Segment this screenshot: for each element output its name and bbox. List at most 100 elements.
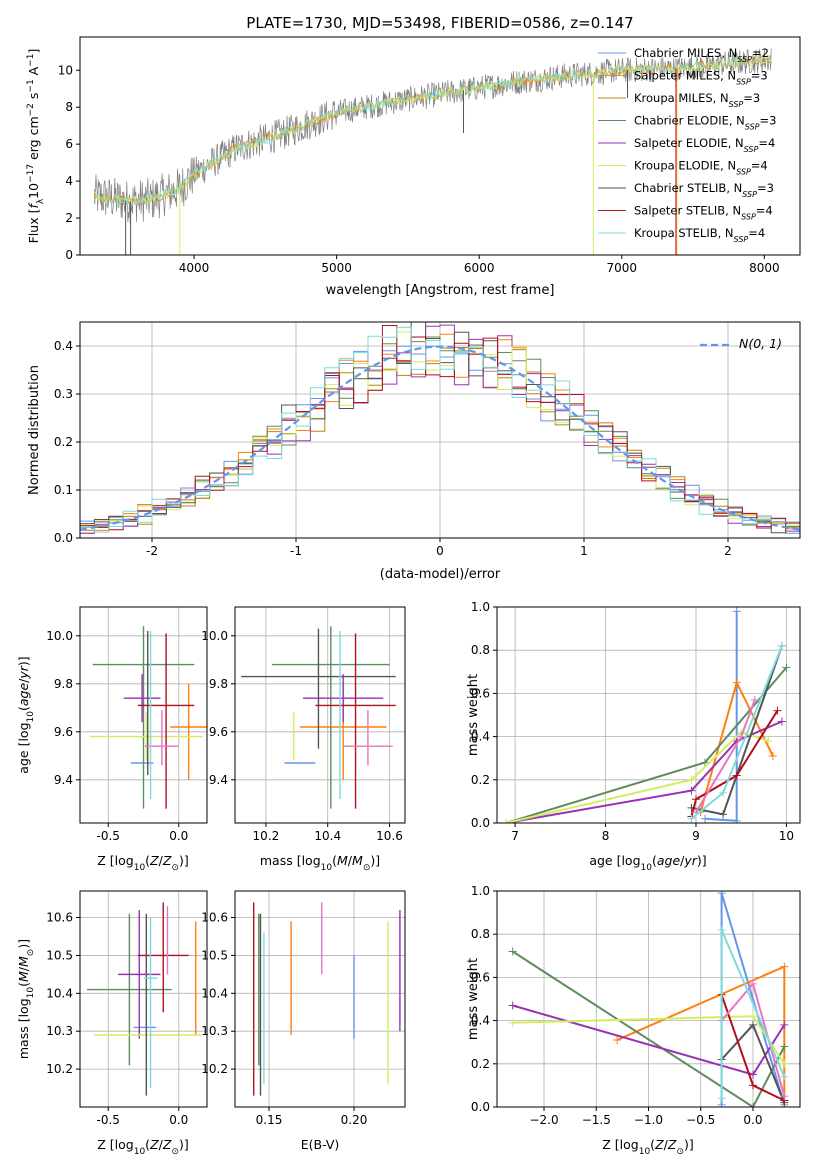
label-part: 10 (321, 863, 333, 873)
x-tick-label: 0.15 (256, 1113, 283, 1127)
label-part: ⊙ (171, 863, 179, 873)
label-part: )] (16, 939, 31, 949)
label-part: Z (149, 853, 159, 868)
legend-text: Kroupa ELODIE, N (634, 159, 736, 173)
weight-series-line (505, 720, 783, 823)
label-part: 10 (134, 1147, 146, 1157)
x-tick-label: 10.2 (253, 829, 280, 843)
legend-label: Kroupa ELODIE, NSSP=4 (634, 159, 768, 177)
y-axis-label: Flux [fλ10−17 erg cm−2 s−1 A−1] (26, 49, 46, 244)
legend-tail: =2 (752, 46, 769, 60)
label-part: ( (16, 706, 31, 711)
label-part: −1 (26, 53, 36, 66)
model-line (94, 54, 772, 206)
x-tick-label: -0.5 (97, 1113, 120, 1127)
x-axis-label: mass [log10(M/M⊙)] (260, 853, 380, 873)
label-part: Z (162, 1137, 172, 1152)
legend-sub: SSP (745, 122, 760, 131)
label-part: yr (16, 665, 31, 679)
label-part: / (16, 966, 31, 971)
plot-area (502, 607, 791, 823)
legend-label: Chabrier MILES, NSSP=2 (634, 46, 769, 64)
panel-spectrum: 4000 5000 6000 7000 8000 0 2 4 6 8 10 wavelength [A… (26, 36, 801, 298)
label-part: 10 (639, 1147, 651, 1157)
plot-area (80, 322, 800, 538)
legend-sub: SSP (744, 145, 759, 154)
x-tick-label: 7000 (607, 261, 638, 275)
label-part: ( (16, 982, 31, 987)
label-part: )] (370, 853, 380, 868)
label-part: / (680, 853, 685, 868)
y-tick-label: 0.4 (471, 730, 490, 744)
label-part: f (26, 203, 41, 209)
y-tick-label: 0.6 (471, 686, 490, 700)
legend-text: Chabrier ELODIE, N (634, 114, 745, 128)
label-part: 10 (26, 711, 36, 723)
legend-label: Salpeter MILES, NSSP=3 (634, 69, 768, 87)
x-axis-label: (data-model)/error (380, 567, 501, 582)
y-tick-label: 4 (65, 174, 73, 188)
label-part: M (16, 956, 31, 967)
y-tick-label: 10.3 (46, 1024, 73, 1038)
label-part: ] (26, 49, 41, 54)
axes-frame (234, 890, 406, 1108)
label-part: )] (179, 1137, 189, 1152)
y-tick-label: 1.0 (471, 884, 490, 898)
legend-tail: =3 (757, 181, 774, 195)
label-part: age [log (16, 722, 31, 773)
axes-frame (234, 606, 406, 824)
x-tick-label: 0.20 (341, 1113, 368, 1127)
label-part: age (657, 853, 681, 868)
panel-mass-weight-vs-age: 7 8 9 10 0.0 0.2 0.4 0.6 0.8 1.0 mass weight age [l… (466, 600, 801, 873)
y-tick-label: 10.2 (46, 1062, 73, 1076)
legend-label: N(0, 1) (739, 336, 782, 351)
label-part: ⊙ (26, 949, 36, 957)
label-part: / (348, 853, 353, 868)
y-tick-label: 0.8 (471, 927, 490, 941)
plot-area (508, 891, 789, 1107)
y-tick-label: 0.4 (54, 339, 73, 353)
legend-label: Salpeter ELODIE, NSSP=4 (634, 136, 775, 154)
y-tick-label: 0.4 (471, 1014, 490, 1028)
y-tick-label: 10.0 (201, 629, 228, 643)
legend-sub: SSP (736, 77, 751, 86)
figure-title: PLATE=1730, MJD=53498, FIBERID=0586, z=0… (246, 14, 633, 32)
y-tick-label: 9.4 (209, 773, 228, 787)
x-tick-label: −1.0 (634, 1113, 663, 1127)
y-tick-label: 10.6 (46, 911, 73, 925)
x-tick-label: 8 (602, 829, 610, 843)
y-tick-label: 0 (65, 248, 73, 262)
y-tick-label: 0.2 (54, 435, 73, 449)
x-tick-label: 8000 (749, 261, 780, 275)
label-part: Flux [ (26, 209, 41, 244)
legend-text: Salpeter ELODIE, N (634, 136, 744, 150)
y-axis-label: mass weight (466, 674, 481, 756)
plot-area (241, 626, 396, 809)
y-tick-label: 10.6 (201, 911, 228, 925)
legend-tail: =3 (751, 69, 768, 83)
y-axis-label: mass weight (466, 958, 481, 1040)
y-tick-label: 0.0 (54, 531, 73, 545)
legend-sub: SSP (736, 167, 751, 176)
legend-text: Chabrier MILES, N (634, 46, 737, 60)
x-axis-label: Z [log10(Z/Z⊙)] (602, 1137, 694, 1157)
x-tick-label: 10 (779, 829, 794, 843)
label-part: 10 (641, 863, 653, 873)
label-part: 10 (134, 863, 146, 873)
y-tick-label: 6 (65, 137, 73, 151)
gaussian-curve (80, 345, 800, 531)
y-tick-label: 10.0 (46, 629, 73, 643)
label-part: / (16, 678, 31, 683)
y-tick-label: 0.2 (471, 773, 490, 787)
label-part: )] (179, 853, 189, 868)
x-tick-label: 6000 (464, 261, 495, 275)
label-part: M (16, 971, 31, 982)
legend-label: Chabrier STELIB, NSSP=3 (634, 181, 774, 199)
legend-tail: =4 (748, 226, 765, 240)
x-axis-label: wavelength [Angstrom, rest frame] (326, 283, 555, 298)
y-axis-label: mass [log10(M/M⊙)] (16, 939, 36, 1059)
label-part: ( (652, 853, 657, 868)
x-tick-label: 10.6 (376, 829, 403, 843)
x-tick-label: 5000 (321, 261, 352, 275)
